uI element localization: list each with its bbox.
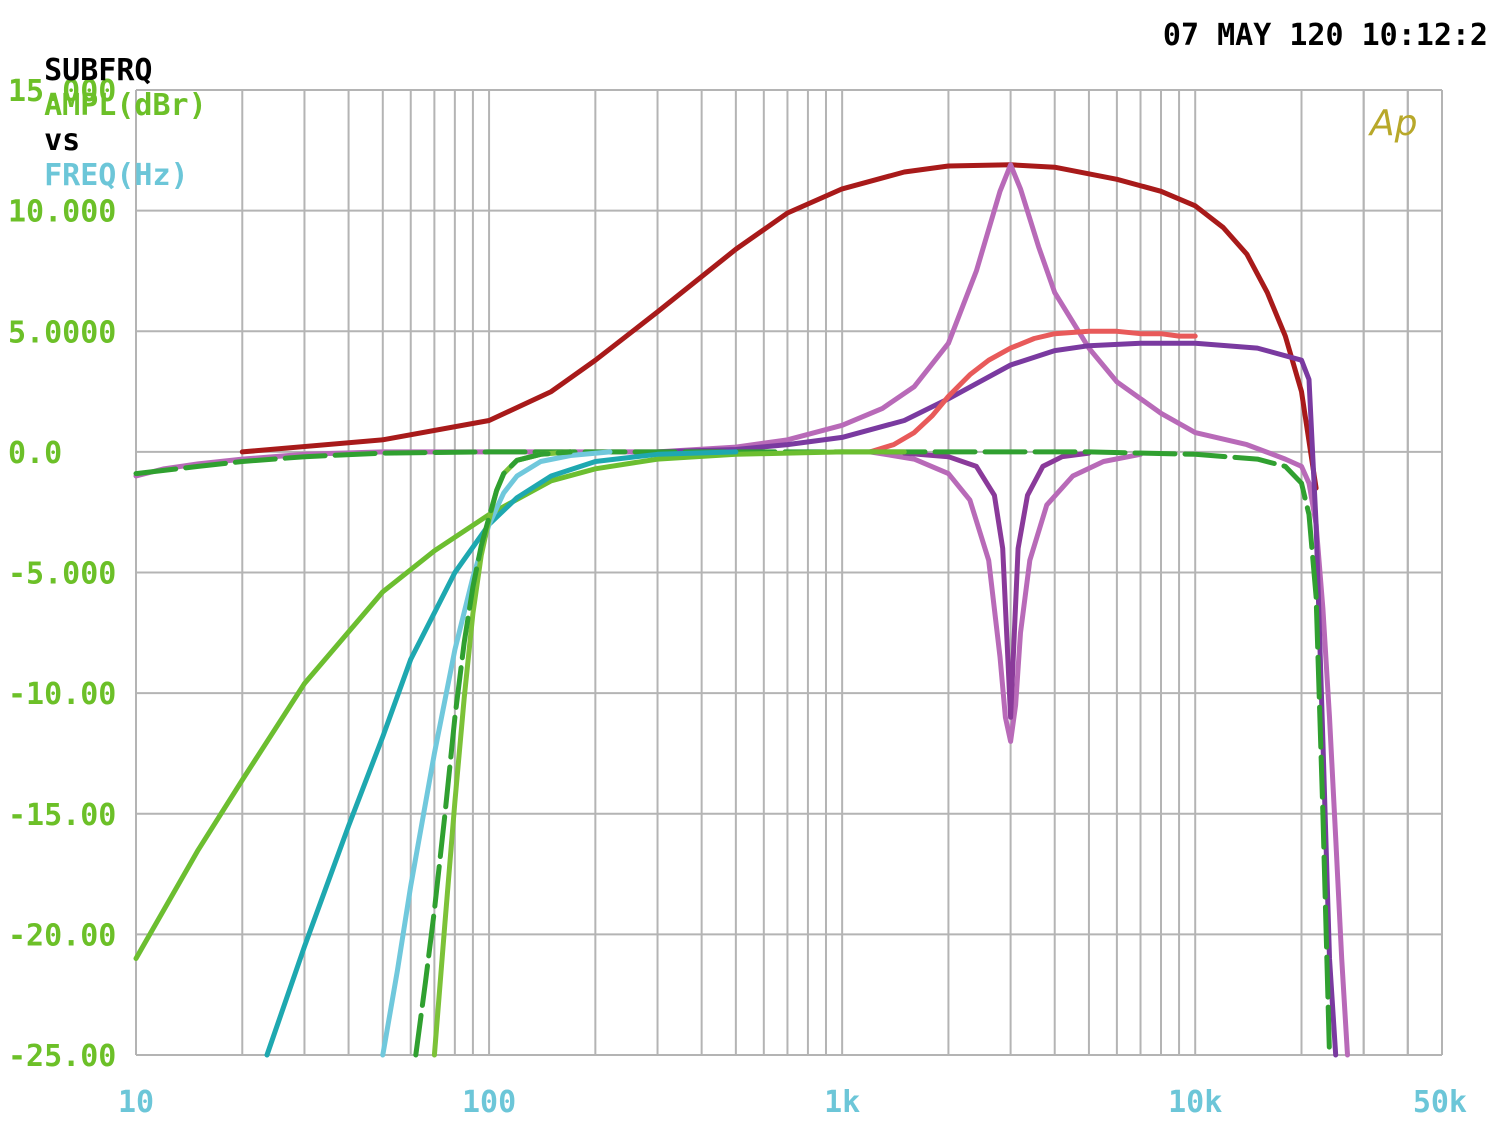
series-line-4 <box>867 328 1198 455</box>
series-line-6 <box>901 450 1092 720</box>
series-line-5 <box>867 449 1143 744</box>
series-line-3 <box>655 340 1339 1058</box>
header-ylabel: AMPL(dBr) <box>44 88 207 123</box>
header-vs: vs <box>44 123 81 158</box>
x-tick-label: 100 <box>462 1085 516 1120</box>
x-tick-label: 1k <box>824 1085 860 1120</box>
x-tick-label: 10k <box>1168 1085 1222 1120</box>
series-line-10 <box>380 449 613 1058</box>
y-tick-labels: 15.000 10.000 5.0000 0.0 -5.000 -10.00 -15.00 -… <box>8 74 116 1074</box>
series-line-12 <box>413 449 573 1058</box>
x-tick-label: 50k <box>1413 1085 1467 1120</box>
series-line-2 <box>133 162 1350 1058</box>
header-timestamp: 07 MAY 120 10:12:2 <box>1162 18 1488 53</box>
y-tick-label: -10.00 <box>8 677 116 712</box>
series-line-1 <box>239 162 1319 491</box>
y-tick-label: -5.000 <box>8 557 116 592</box>
x-tick-labels: 10 100 1k 10k 50k <box>118 1085 1467 1120</box>
y-tick-label: -25.00 <box>8 1039 116 1074</box>
series-line-7 <box>133 449 1332 1058</box>
series-line-8 <box>133 449 907 961</box>
series-line-9 <box>264 449 739 1058</box>
ap-logo: Ap <box>1368 103 1417 144</box>
header-name: SUBFRQ <box>44 53 153 88</box>
chart-header: SUBFRQ AMPL(dBr) vs FREQ(Hz) <box>8 18 207 193</box>
y-tick-label: 15.000 <box>8 74 116 109</box>
y-tick-label: 10.000 <box>8 195 116 230</box>
x-tick-label: 10 <box>118 1085 154 1120</box>
series-layer <box>133 162 1350 1058</box>
header-xlabel: FREQ(Hz) <box>44 158 189 193</box>
y-tick-label: 0.0 <box>8 436 62 471</box>
grid <box>135 89 1443 1056</box>
y-tick-label: 5.0000 <box>8 315 116 350</box>
y-tick-label: -15.00 <box>8 798 116 833</box>
y-tick-label: -20.00 <box>8 918 116 953</box>
